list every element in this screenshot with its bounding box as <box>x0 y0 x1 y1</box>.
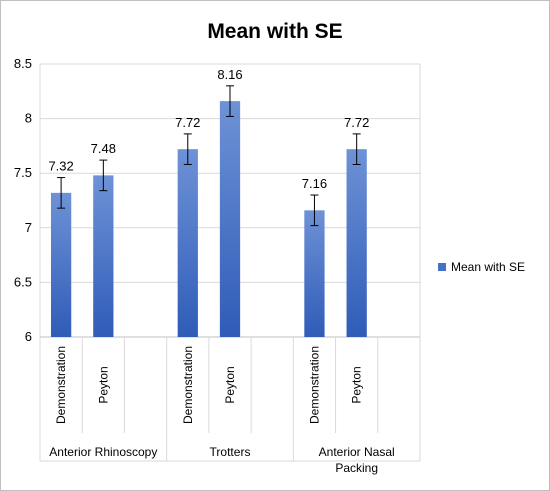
group-label: Anterior Rhinoscopy <box>49 445 157 459</box>
data-labels: 7.32 7.48 7.72 8.16 7.16 7.72 <box>48 67 369 191</box>
category-label: Peyton <box>350 366 364 403</box>
data-label: 7.48 <box>91 141 116 156</box>
data-label: 8.16 <box>217 67 242 82</box>
data-label: 7.72 <box>344 115 369 130</box>
y-tick-label: 8 <box>25 111 32 126</box>
bar <box>346 149 367 337</box>
bar <box>304 210 325 337</box>
group-label: Anterior Nasal <box>319 445 395 459</box>
legend-label: Mean with SE <box>451 260 525 274</box>
y-tick-label: 8.5 <box>14 56 32 71</box>
group-label: Packing <box>335 461 378 475</box>
y-tick-label: 7.5 <box>14 165 32 180</box>
y-tick-label: 6.5 <box>14 274 32 289</box>
category-label: Demonstration <box>54 346 68 424</box>
data-label: 7.32 <box>48 159 73 174</box>
legend: Mean with SE <box>438 260 525 274</box>
bar <box>177 149 198 337</box>
category-label: Peyton <box>96 366 110 403</box>
bar <box>219 101 241 338</box>
y-tick-label: 6 <box>25 329 32 344</box>
group-label: Trotters <box>210 445 251 459</box>
legend-swatch <box>438 263 446 271</box>
category-label: Demonstration <box>181 346 195 424</box>
category-label: Peyton <box>223 366 237 403</box>
data-label: 7.16 <box>302 176 327 191</box>
bar <box>50 192 72 337</box>
category-labels: Demonstration Peyton Anterior Rhinoscopy De… <box>49 346 394 475</box>
bars <box>50 85 367 338</box>
chart-title: Mean with SE <box>207 20 342 43</box>
y-tick-label: 7 <box>25 220 32 235</box>
data-label: 7.72 <box>175 115 200 130</box>
category-label: Demonstration <box>307 346 321 424</box>
bar <box>93 175 114 337</box>
